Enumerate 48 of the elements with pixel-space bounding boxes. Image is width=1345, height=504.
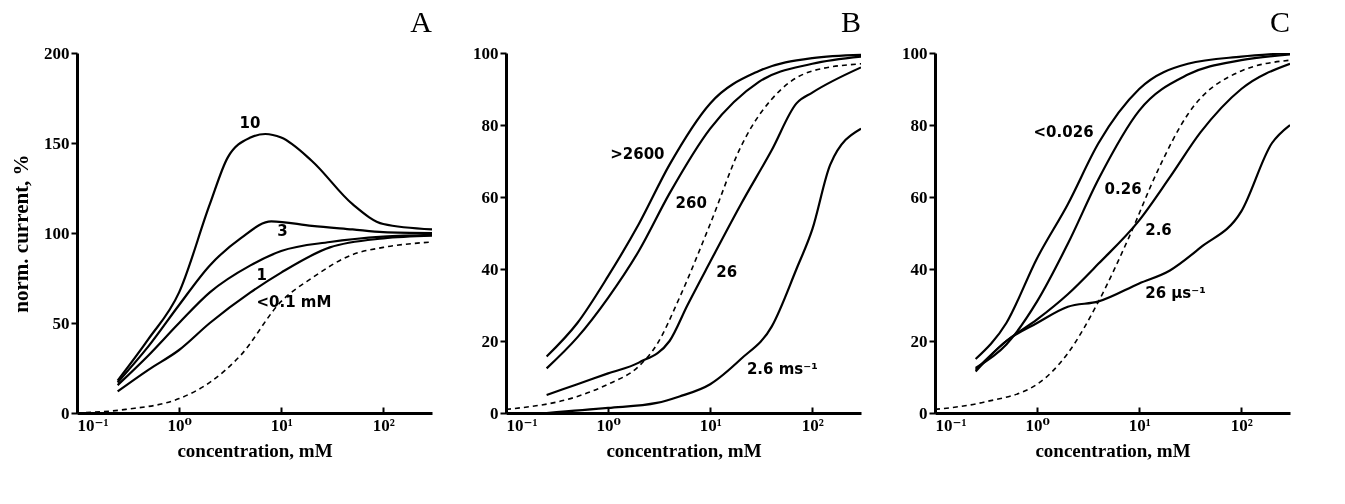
x-tick-label: 10⁻¹ [506, 415, 538, 435]
y-tick-label: 0 [61, 403, 70, 423]
y-tick-label: 50 [52, 313, 70, 333]
x-tick-label: 10⁻¹ [935, 415, 967, 435]
x-axis-title: concentration, mM [177, 439, 333, 461]
y-tick-label: 40 [481, 259, 499, 279]
y-tick-label: 0 [490, 403, 499, 423]
y-tick-label: 150 [44, 133, 70, 153]
y-tick-label: 40 [910, 259, 928, 279]
y-tick-label: 80 [910, 115, 928, 135]
series-label: 10 [239, 114, 261, 132]
x-axis-title: concentration, mM [606, 439, 762, 461]
series-label: 0.26 [1104, 180, 1142, 198]
series-label: 2.6 [1145, 221, 1172, 240]
x-tick-label: 10⁰ [596, 415, 621, 435]
x-tick-label: 10⁰ [167, 415, 192, 435]
x-tick-label: 10⁰ [1025, 415, 1050, 435]
x-tick-label: 10² [1230, 415, 1253, 435]
y-tick-label: 100 [902, 43, 928, 63]
x-tick-label: 10⁻¹ [77, 415, 109, 435]
series-label: <0.1 mM [256, 293, 332, 312]
y-tick-label: 80 [481, 115, 499, 135]
series-label: 3 [277, 222, 288, 241]
series-label: 26 μs⁻¹ [1145, 284, 1206, 303]
x-tick-label: 10¹ [1128, 415, 1151, 435]
y-tick-label: 0 [919, 403, 928, 423]
x-tick-label: 10¹ [699, 415, 722, 435]
series-label: >2600 [610, 144, 665, 163]
y-tick-label: 20 [910, 331, 928, 351]
x-tick-label: 10² [372, 415, 395, 435]
y-tick-label: 60 [481, 187, 499, 207]
y-axis-title: norm. current, % [9, 154, 33, 313]
y-tick-label: 60 [910, 187, 928, 207]
y-tick-label: 200 [44, 43, 70, 63]
series-label: <0.026 [1033, 123, 1094, 141]
x-axis-title: concentration, mM [1035, 439, 1191, 461]
chart-title: C [1269, 5, 1290, 38]
series-label: 2.6 ms⁻¹ [746, 360, 818, 378]
y-tick-label: 100 [473, 43, 499, 63]
x-tick-label: 10¹ [270, 415, 293, 435]
x-tick-label: 10² [801, 415, 824, 435]
y-tick-label: 20 [481, 331, 499, 351]
chart-title: A [410, 5, 433, 38]
series-label: 260 [675, 194, 707, 213]
chart-title: B [840, 5, 861, 38]
y-tick-label: 100 [44, 223, 70, 243]
series-label: 26 [716, 262, 738, 281]
series-label: 1 [256, 266, 267, 285]
